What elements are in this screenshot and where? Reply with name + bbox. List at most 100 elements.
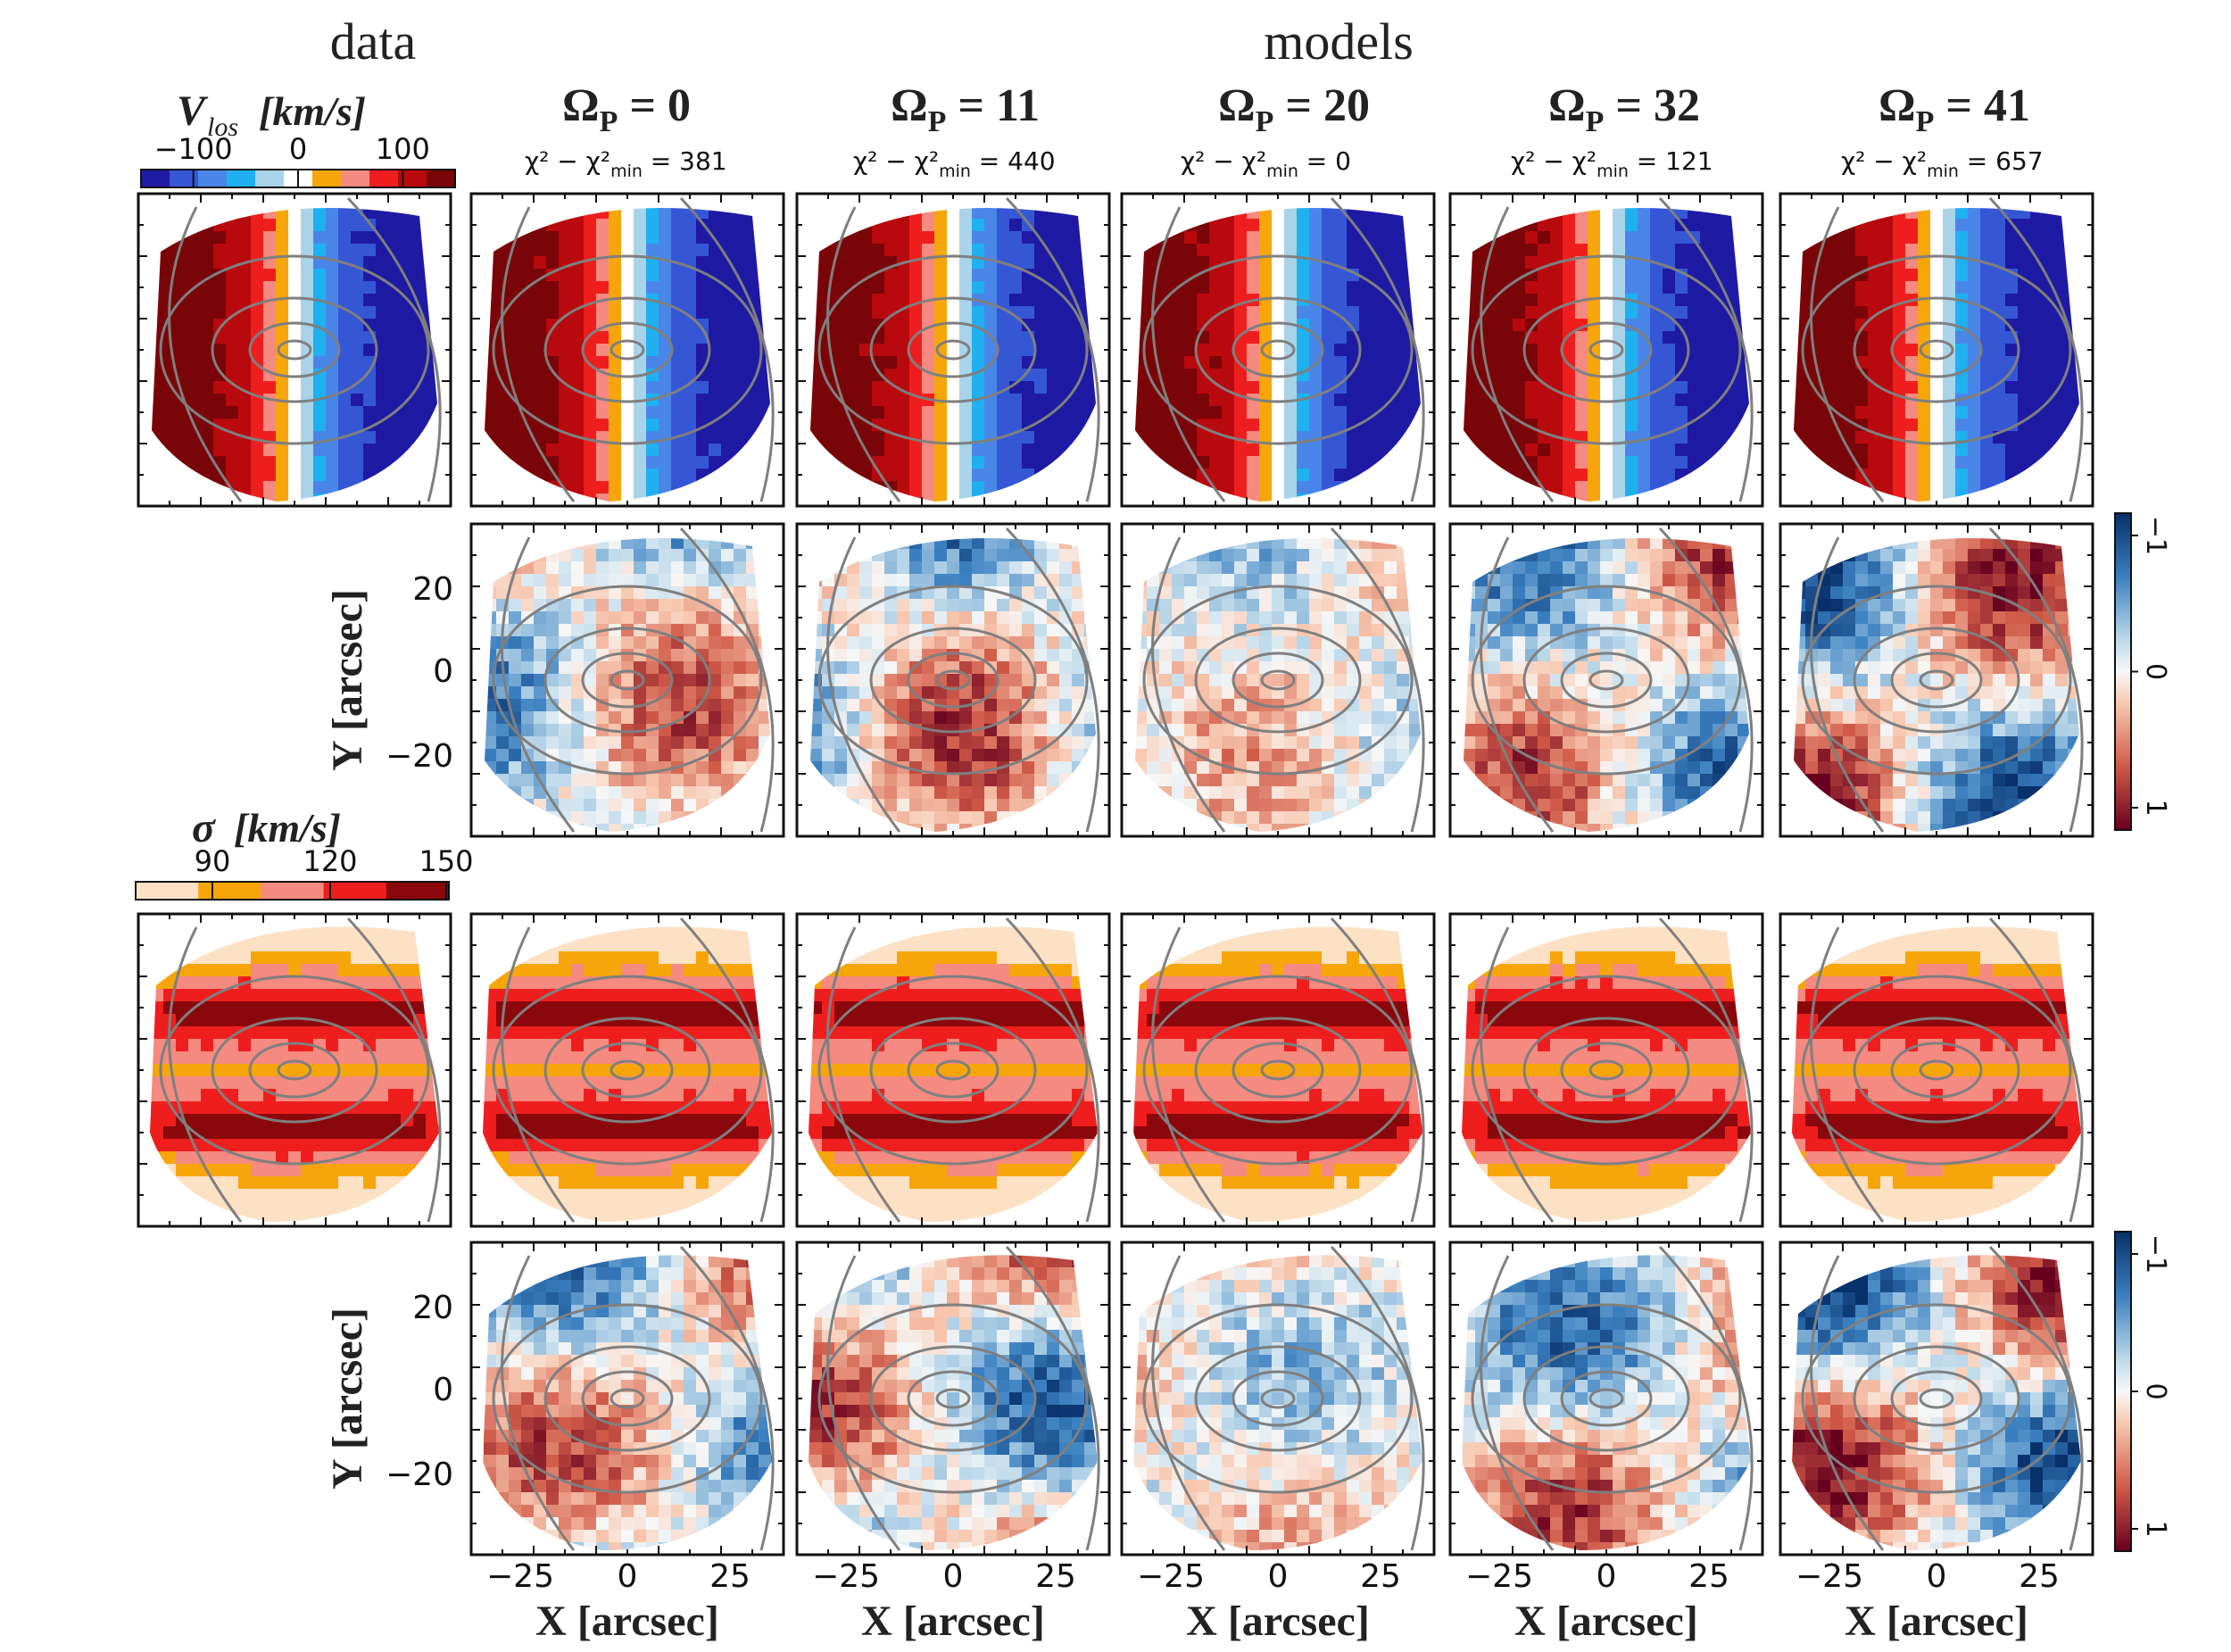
velocity-colorbar-segment [312,170,342,187]
velocity-colorbar-segment [369,170,399,187]
residual-colorbar-tick-label: 1 [2140,1520,2171,1537]
model-delta-chi2-label: χ² − χ²min = 0 [1181,146,1351,181]
model-omega-label: ΩP = 11 [891,80,1040,138]
dispersion-colorbar-tick-label: 150 [419,844,473,878]
x-axis-tick-label: 25 [1035,1558,1076,1595]
model-headers: ΩP = 0 χ² − χ²min = 381 ΩP = 11 χ² − χ²min … [525,80,2044,181]
y-axis-tick-label: −20 [386,1457,453,1493]
model-delta-chi2-label: χ² − χ²min = 657 [1841,146,2044,181]
velocity-colorbar: −100 0 100 [140,132,456,188]
model-delta-chi2-label: χ² − χ²min = 381 [525,146,727,181]
vel-res-panel [1120,522,1436,838]
sig-map-panel [1120,912,1436,1228]
sigma-label-units: [km/s] [234,805,341,851]
x-axis-label: X [arcsec] [1186,1598,1370,1645]
residual-colorbar-tick-label: −1 [2140,516,2171,555]
y-axis-tick-label: 0 [433,1372,453,1408]
dispersion-colorbar-segment [386,882,450,900]
dispersion-colorbar-segment [323,882,387,900]
velocity-colorbar-tick-label: 0 [289,132,307,166]
sig-map-panel [1448,912,1764,1228]
velocity-colorbar-tick-label: −100 [154,132,233,166]
data-column-header: data [330,12,417,71]
axis-labels: Y [arcsec] 200−20Y [arcsec] 200−20−25 0 25X … [324,571,2060,1645]
model-delta-chi2-label: χ² − χ²min = 440 [853,146,1056,181]
residual-colorbar-tick-label: 0 [2140,663,2171,680]
x-axis-label: X [arcsec] [861,1598,1045,1645]
residual-colorbar-tick-label: −1 [2140,1234,2171,1274]
velocity-colorbar-segment [227,170,256,187]
y-axis-tick-label: 20 [412,1290,453,1326]
sig-map-panel [469,912,785,1228]
x-axis-tick-label: −25 [486,1558,554,1595]
map-panels [137,192,2094,1557]
vel-map-panel [137,192,452,508]
y-axis-tick-label: −20 [386,738,453,775]
sig-res-panel [1448,1241,1764,1557]
velocity-colorbar-segment [398,170,427,187]
vlos-label-symbol: V [177,87,209,135]
velocity-colorbar-segment [255,170,285,187]
model-omega-label: ΩP = 0 [562,80,691,138]
residual-colorbar-tick-label: 0 [2140,1382,2171,1399]
vel-res-panel [469,522,785,838]
vel-res-panel [1779,522,2094,838]
y-axis-tick-label: 0 [433,653,453,690]
vel-res-panel [795,522,1111,838]
model-omega-label: ΩP = 20 [1218,80,1370,138]
y-axis-tick-label: 20 [412,571,453,608]
vel-map-panel [1779,192,2094,508]
residual-colorbar [2114,1231,2132,1552]
vel-map-panel [795,192,1111,508]
x-axis-tick-label: 0 [1268,1558,1289,1595]
velocity-colorbar-segment [198,170,228,187]
dispersion-colorbar: 90 120 150 [135,844,474,901]
dispersion-colorbar-segment [261,882,325,900]
model-omega-label: ΩP = 41 [1879,80,2030,138]
velocity-colorbar-segment [141,170,170,187]
velocity-colorbar-tick-label: 100 [376,132,430,166]
model-omega-label: ΩP = 32 [1548,80,1700,138]
vel-res-panel [1448,522,1764,838]
y-axis-label: Y [arcsec] [324,1307,371,1490]
vlos-label-subscript: los [207,112,238,142]
model-delta-chi2-label: χ² − χ²min = 121 [1511,146,1713,181]
x-axis-label: X [arcsec] [1514,1598,1698,1645]
x-axis-tick-label: −25 [1796,1558,1863,1595]
x-axis-tick-label: 0 [1597,1558,1617,1595]
residual-colorbars: −1 0 1 −1 0 1 [2114,512,2171,1552]
dispersion-colorbar-segment [136,882,199,900]
sig-res-panel [1120,1241,1436,1557]
vel-map-panel [469,192,785,508]
vel-map-panel [1120,192,1436,508]
vlos-label-units: [km/s] [259,88,366,134]
dispersion-colorbar-tick-label: 120 [303,844,357,878]
sig-map-panel [795,912,1111,1228]
dispersion-colorbar-tick-label: 90 [195,844,231,878]
sig-map-panel [1779,912,2094,1228]
x-axis-tick-label: 25 [1360,1558,1401,1595]
x-axis-tick-label: 0 [943,1558,964,1595]
velocity-colorbar-segment [341,170,370,187]
x-axis-tick-label: −25 [812,1558,880,1595]
residual-colorbar-tick-label: 1 [2140,799,2171,816]
vel-map-panel [1448,192,1764,508]
dispersion-colorbar-frame [135,881,450,901]
x-axis-tick-label: 0 [618,1558,638,1595]
x-axis-tick-label: 25 [1688,1558,1729,1595]
sig-res-panel [1779,1241,2094,1557]
dispersion-colorbar-segment [198,882,261,900]
x-axis-tick-label: 25 [709,1558,751,1595]
y-axis-label: Y [arcsec] [324,589,371,771]
x-axis-tick-label: 0 [1927,1558,1947,1595]
residual-colorbar [2114,512,2132,831]
x-axis-tick-label: −25 [1465,1558,1533,1595]
sigma-label-symbol: σ [192,804,216,851]
sig-res-panel [795,1241,1111,1557]
x-axis-tick-label: −25 [1137,1558,1205,1595]
x-axis-tick-label: 25 [2019,1558,2060,1595]
sig-map-panel [137,912,452,1228]
models-column-header: models [1264,12,1414,71]
x-axis-label: X [arcsec] [535,1598,719,1645]
